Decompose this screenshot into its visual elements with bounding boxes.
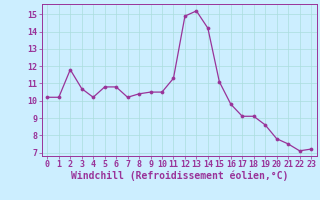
X-axis label: Windchill (Refroidissement éolien,°C): Windchill (Refroidissement éolien,°C) [70, 171, 288, 181]
